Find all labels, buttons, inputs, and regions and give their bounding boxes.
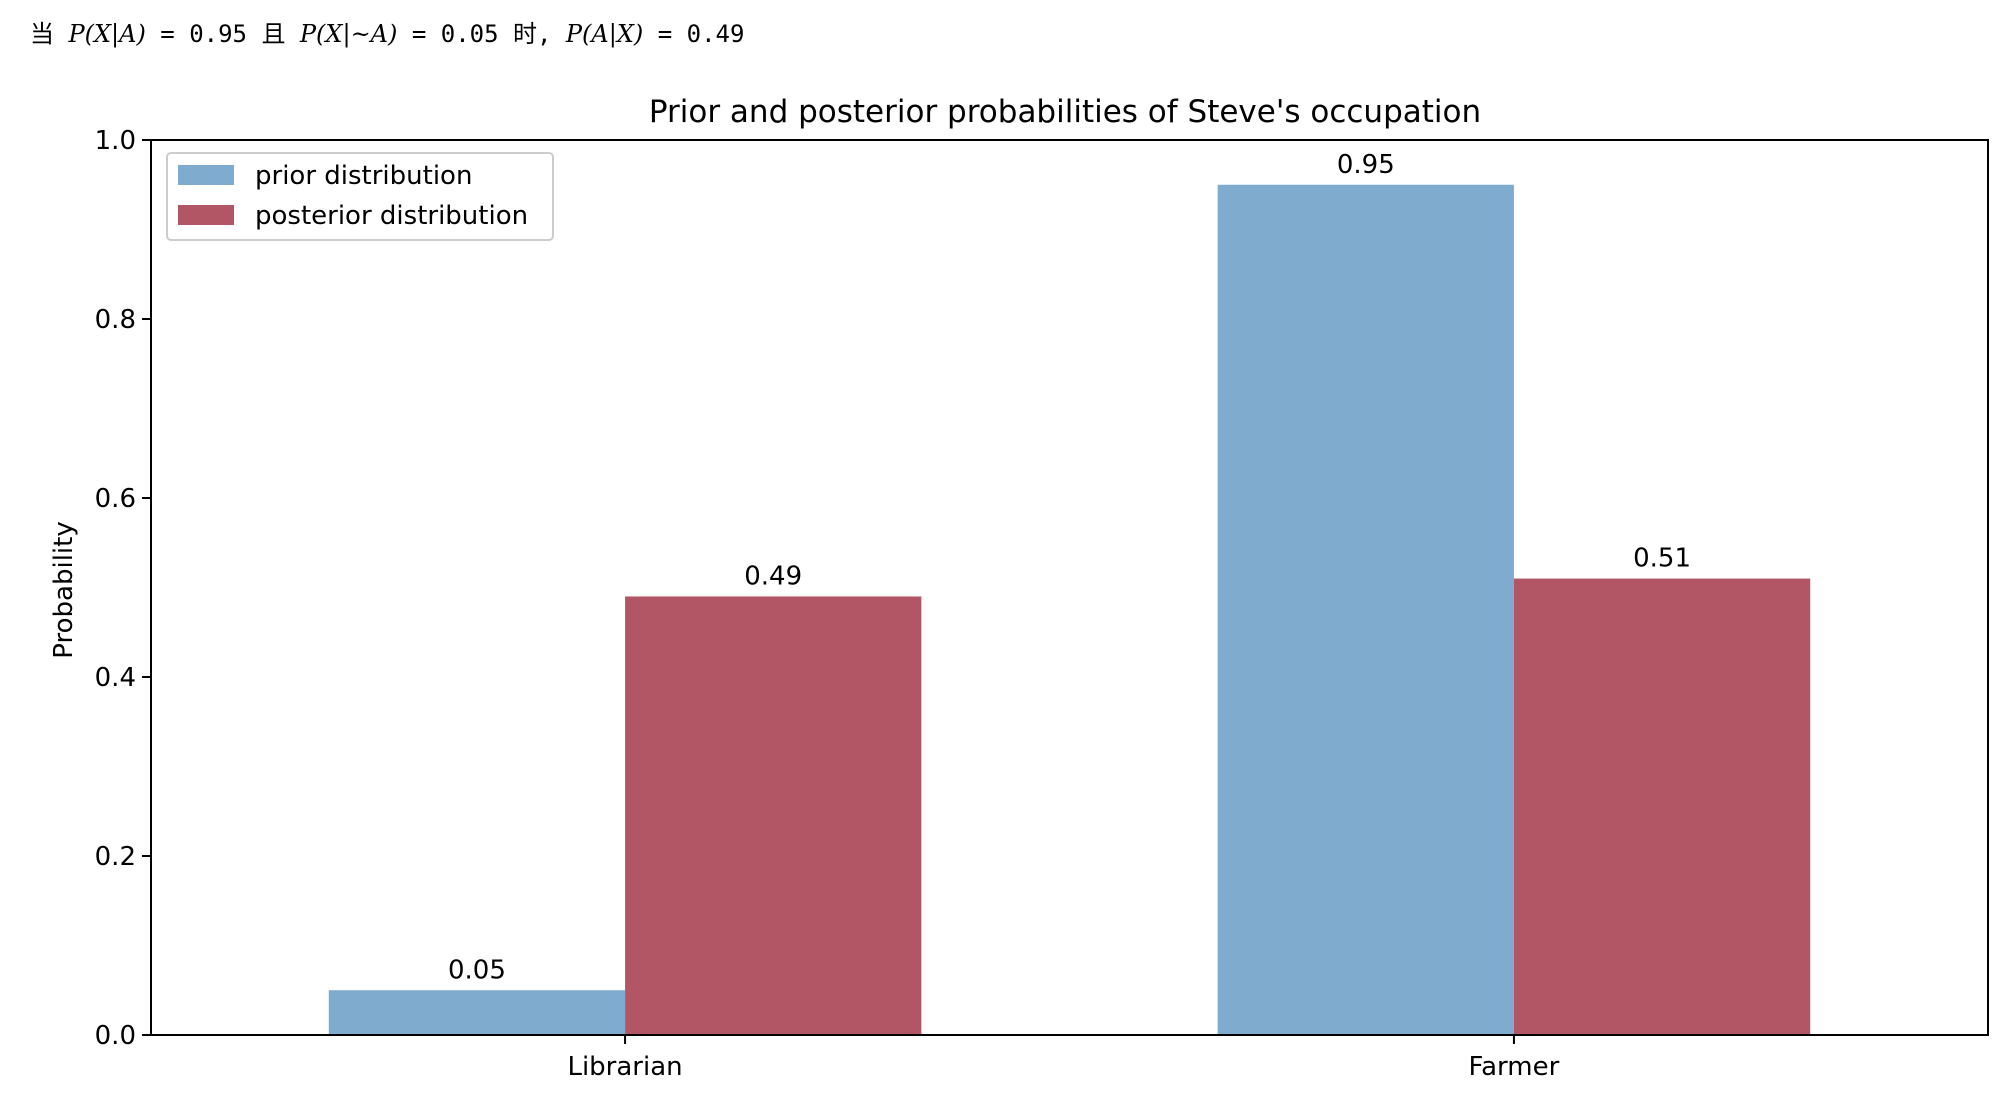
y-tick-label: 0.2 — [95, 842, 136, 872]
header-word-when: 当 — [30, 20, 69, 48]
legend: prior distribution posterior distribution — [166, 152, 554, 241]
header-formula-likelihood: P(X|A) — [68, 20, 146, 48]
y-tick-label: 0.4 — [95, 663, 136, 693]
bar-label-posterior-librarian: 0.49 — [744, 561, 802, 591]
header-value-likelihood: = 0.95 — [145, 20, 262, 48]
header-value-false-positive: = 0.05 — [397, 20, 513, 48]
y-tick-label: 0.0 — [95, 1021, 136, 1051]
y-axis-ticks: 0.0 0.2 0.4 0.6 0.8 1.0 — [95, 126, 151, 1051]
header-formula-posterior: P(A|X) — [565, 20, 644, 48]
x-tick-label: Farmer — [1469, 1052, 1560, 1082]
plot-frame — [150, 139, 1989, 1036]
header-word-then: 时, — [512, 20, 566, 48]
bar-posterior-farmer — [1513, 578, 1811, 1035]
legend-label-posterior: posterior distribution — [255, 201, 528, 231]
legend-box — [166, 152, 554, 241]
header-formula-false-positive: P(X|~A) — [299, 20, 398, 48]
bar-label-prior-librarian: 0.05 — [448, 955, 506, 985]
y-axis-label: Probability — [49, 521, 79, 658]
formula-header: 当 P(X|A) = 0.95 且 P(X|~A) = 0.05 时, P(A|… — [30, 14, 744, 49]
legend-swatch-posterior — [178, 205, 234, 225]
x-axis-ticks: Librarian Farmer — [567, 1035, 1560, 1082]
legend-swatch-prior — [178, 165, 234, 185]
bars-layer — [328, 184, 1811, 1035]
legend-label-prior: prior distribution — [255, 161, 472, 191]
bar-value-labels: 0.05 0.95 0.49 0.51 — [448, 150, 1691, 986]
chart-title: Prior and posterior probabilities of Ste… — [649, 94, 1481, 130]
bar-label-posterior-farmer: 0.51 — [1633, 544, 1691, 574]
header-word-and: 且 — [261, 20, 300, 48]
y-tick-label: 0.6 — [95, 484, 136, 514]
y-tick-label: 1.0 — [95, 126, 136, 156]
bar-prior-librarian — [328, 990, 626, 1035]
header-value-posterior: = 0.49 — [643, 20, 745, 48]
x-tick-label: Librarian — [567, 1052, 682, 1082]
y-tick-label: 0.8 — [95, 305, 136, 335]
bar-prior-farmer — [1217, 184, 1514, 1035]
bar-label-prior-farmer: 0.95 — [1337, 150, 1395, 180]
bar-posterior-librarian — [625, 596, 922, 1035]
